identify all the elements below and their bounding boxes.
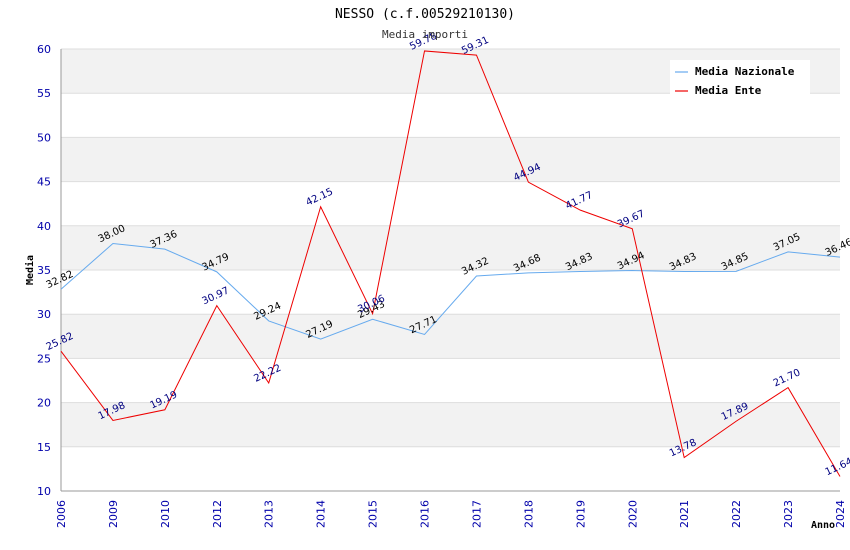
x-tick-2013: 2013 [263, 500, 276, 528]
x-tick-2022: 2022 [730, 500, 743, 528]
y-tick-25: 25 [37, 352, 51, 365]
background-bands [61, 49, 840, 491]
x-tick-2015: 2015 [367, 500, 380, 528]
band-50 [61, 93, 840, 138]
x-tick-2017: 2017 [470, 500, 483, 528]
x-tick-2021: 2021 [678, 500, 691, 528]
series-lines [60, 50, 841, 477]
y-tick-55: 55 [37, 87, 51, 100]
chart-subtitle: Media importi [382, 28, 468, 41]
band-35 [61, 225, 840, 270]
y-tick-50: 50 [37, 131, 51, 144]
y-tick-15: 15 [37, 441, 51, 454]
x-ticks: 2006 2009 2010 2012 2013 2014 2015 2016 2017 2018… [55, 500, 847, 528]
x-tick-2018: 2018 [522, 500, 535, 528]
x-tick-2024: 2024 [834, 500, 847, 528]
y-tick-45: 45 [37, 176, 51, 189]
y-tick-30: 30 [37, 308, 51, 321]
y-tick-20: 20 [37, 397, 51, 410]
band-45 [61, 137, 840, 182]
legend: Media Nazionale Media Ente [670, 60, 810, 98]
legend-box [670, 60, 810, 98]
series-line-media-nazionale [60, 242, 841, 340]
legend-label-media-ente: Media Ente [695, 84, 762, 97]
x-tick-2020: 2020 [626, 500, 639, 528]
x-tick-2023: 2023 [782, 500, 795, 528]
x-tick-2010: 2010 [159, 500, 172, 528]
y-axis-title: Media [24, 255, 36, 285]
x-tick-2019: 2019 [574, 500, 587, 528]
y-tick-10: 10 [37, 485, 51, 498]
x-tick-2006: 2006 [55, 500, 68, 528]
x-tick-2012: 2012 [211, 500, 224, 528]
x-tick-2014: 2014 [315, 500, 328, 528]
y-ticks: 10 15 20 25 30 35 40 45 50 55 60 [37, 43, 51, 498]
band-15 [61, 402, 840, 447]
series-line-media-ente [60, 50, 841, 477]
x-tick-2016: 2016 [419, 500, 432, 528]
legend-label-media-nazionale: Media Nazionale [695, 65, 795, 78]
chart-title: NESSO (c.f.00529210130) [335, 7, 515, 22]
band-25 [61, 314, 840, 359]
y-tick-40: 40 [37, 220, 51, 233]
band-10 [61, 446, 840, 491]
band-30 [61, 270, 840, 315]
y-tick-35: 35 [37, 264, 51, 277]
y-tick-60: 60 [37, 43, 51, 56]
x-axis-title: Anno [811, 520, 835, 531]
x-tick-2009: 2009 [107, 500, 120, 528]
band-20 [61, 358, 840, 403]
band-40 [61, 181, 840, 226]
